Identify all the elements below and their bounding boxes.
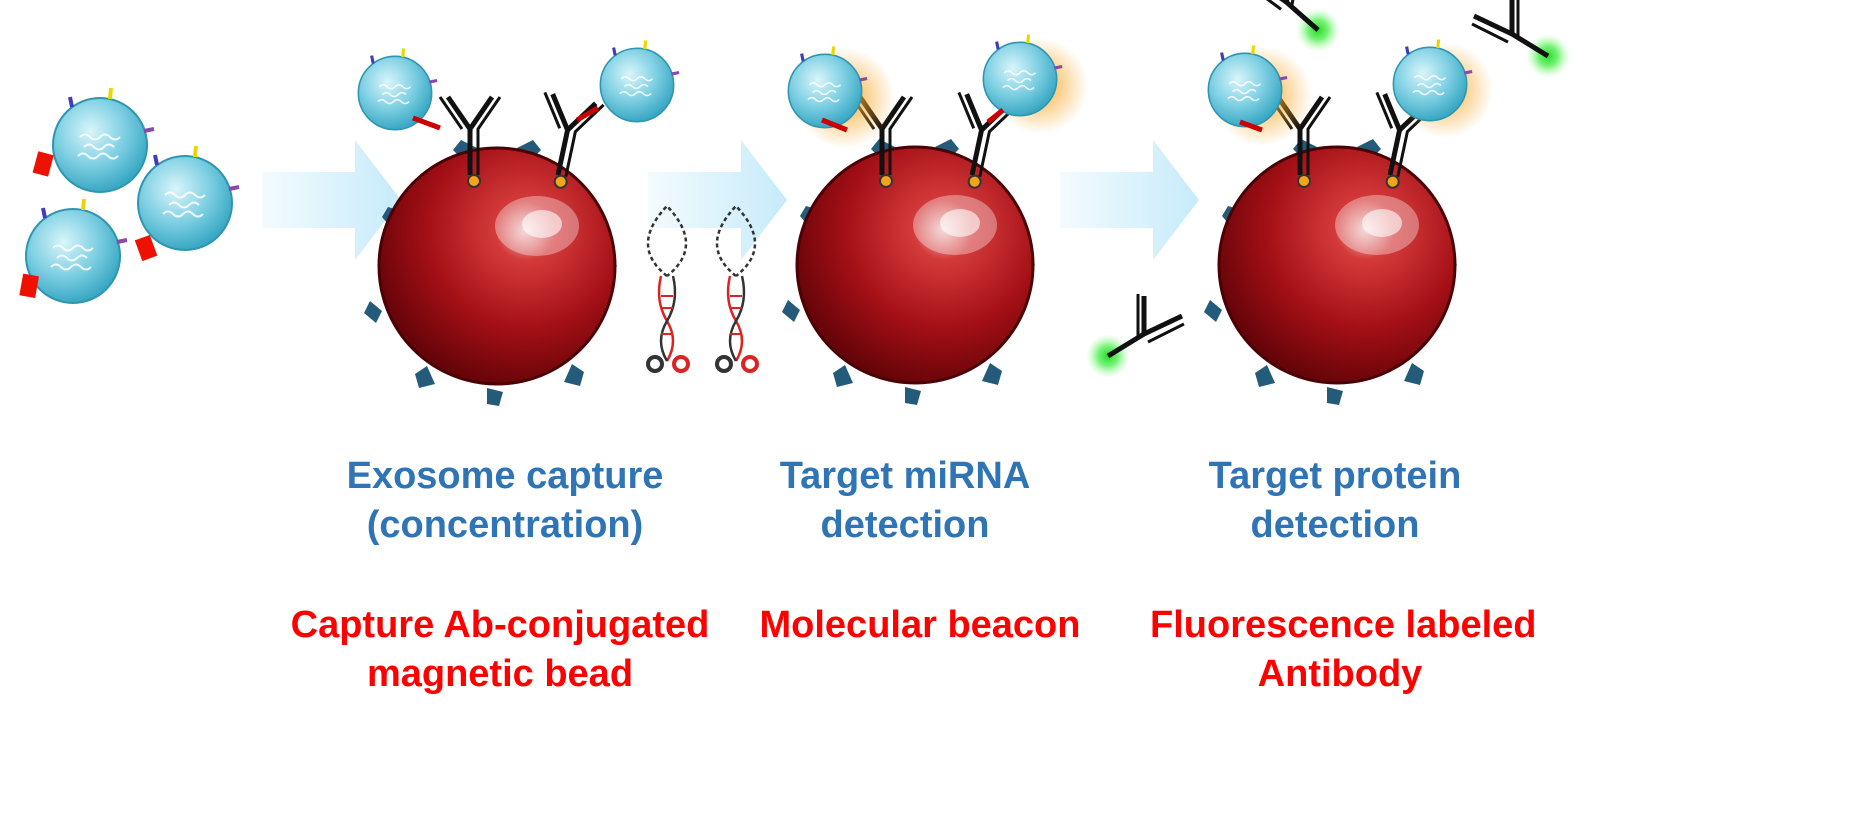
step-2-reagent: Molecular beacon	[755, 601, 1085, 650]
step-1-reagent-line-1: Capture Ab-conjugated	[275, 601, 725, 650]
step-2-title: Target miRNA detection	[770, 452, 1040, 549]
step-3-title-line-1: Target protein	[1185, 452, 1485, 501]
step-3-title-line-2: detection	[1185, 501, 1485, 550]
step-2-reagent-line-1: Molecular beacon	[755, 601, 1085, 650]
step-3-reagent: Fluorescence labeled Antibody	[1150, 601, 1530, 698]
capture-complex-2	[782, 35, 1088, 405]
step-3-reagent-line-1: Fluorescence labeled	[1150, 601, 1530, 650]
process-arrow-icon	[648, 140, 787, 260]
step-2-title-line-1: Target miRNA	[770, 452, 1040, 501]
magnetic-bead-icon	[1204, 139, 1457, 405]
magnetic-bead-icon	[364, 140, 617, 406]
magnetic-bead-icon	[782, 139, 1035, 405]
capture-complex-3	[1204, 0, 1570, 405]
free-exosomes	[19, 88, 239, 303]
exosome-icon	[33, 88, 154, 192]
step-3-reagent-line-2: Antibody	[1150, 650, 1530, 699]
exosome-icon	[600, 41, 679, 122]
step-1-title-line-1: Exosome capture	[340, 452, 670, 501]
step-1-title: Exosome capture (concentration)	[340, 452, 670, 549]
step-2-title-line-2: detection	[770, 501, 1040, 550]
molecular-beacon-icon	[648, 206, 688, 371]
capture-complex-1	[358, 41, 679, 406]
process-arrow-icon	[1060, 140, 1199, 260]
step-3-title: Target protein detection	[1185, 452, 1485, 549]
exosome-icon	[19, 199, 127, 303]
labeled-antibody-icon	[1086, 294, 1184, 378]
exosome-icon	[135, 146, 239, 261]
exosome-icon	[358, 49, 437, 130]
step-1-reagent-line-2: magnetic bead	[275, 650, 725, 699]
step-1-title-line-2: (concentration)	[340, 501, 670, 550]
step-1-reagent: Capture Ab-conjugated magnetic bead	[275, 601, 725, 698]
